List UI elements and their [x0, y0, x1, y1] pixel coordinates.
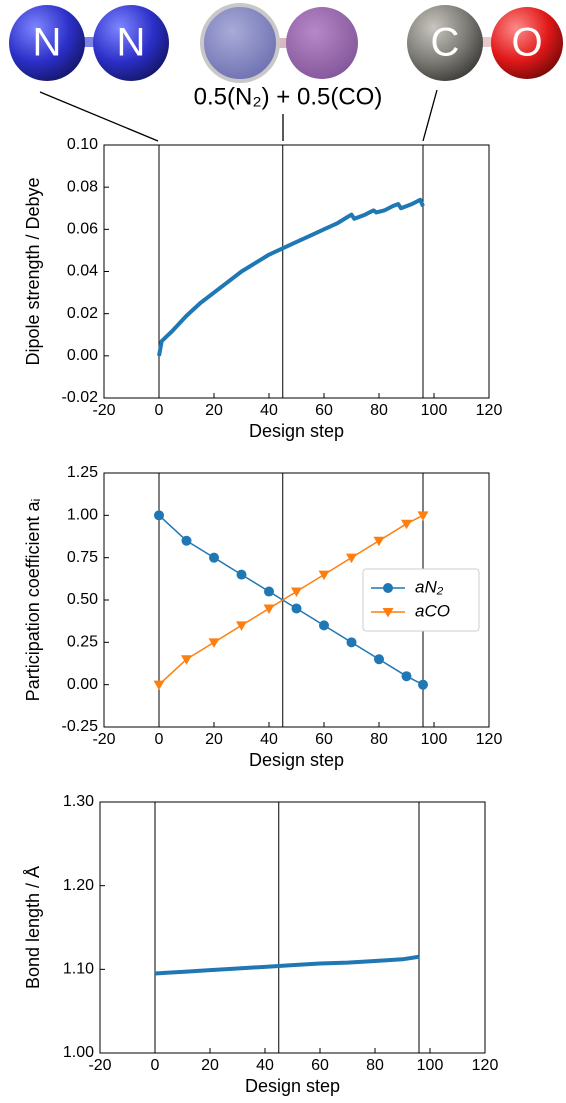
x-tick-label: 40	[256, 1057, 274, 1074]
y-tick-label: 1.00	[67, 507, 98, 524]
y-axis-title: Participation coefficient aᵢ	[23, 499, 43, 702]
marker	[264, 604, 275, 614]
y-tick-label: 0.04	[67, 263, 98, 280]
data-line	[155, 957, 419, 974]
x-tick-label: -20	[92, 731, 115, 748]
x-tick-label: 120	[472, 1057, 499, 1074]
x-tick-label: 60	[315, 731, 333, 748]
x-tick-label: 20	[201, 1057, 219, 1074]
connector	[40, 92, 158, 141]
x-tick-label: 80	[370, 402, 388, 419]
x-tick-label: 0	[155, 731, 164, 748]
x-tick-label: 100	[417, 1057, 444, 1074]
marker	[292, 603, 302, 613]
marker	[347, 637, 357, 647]
marker	[319, 620, 329, 630]
x-tick-label: 20	[205, 731, 223, 748]
marker	[374, 654, 384, 664]
x-tick-label: 20	[205, 402, 223, 419]
atom-label: N	[33, 21, 62, 65]
marker	[401, 520, 412, 530]
marker	[346, 554, 357, 564]
marker	[182, 536, 192, 546]
y-tick-label: 0.02	[67, 305, 98, 322]
x-tick-label: 60	[311, 1057, 329, 1074]
marker	[209, 638, 220, 648]
legend-label: aN₂	[415, 577, 444, 596]
y-tick-label: 0.00	[67, 676, 98, 693]
y-tick-label: 0.08	[67, 178, 98, 195]
x-tick-label: 0	[155, 402, 164, 419]
x-tick-label: 40	[260, 402, 278, 419]
x-tick-label: 120	[476, 731, 503, 748]
y-tick-label: 1.10	[63, 961, 94, 978]
x-axis-title: Design step	[249, 750, 344, 770]
x-tick-label: 0	[151, 1057, 160, 1074]
y-axis-title: Bond length / Å	[23, 866, 43, 989]
marker	[236, 621, 247, 631]
marker	[154, 681, 165, 691]
y-tick-label: 0.06	[67, 221, 98, 238]
x-tick-label: 100	[421, 402, 448, 419]
x-tick-label: -20	[92, 402, 115, 419]
marker	[418, 680, 428, 690]
connector	[423, 90, 437, 141]
marker	[319, 571, 330, 581]
marker	[418, 511, 429, 520]
marker	[237, 570, 247, 580]
x-axis-title: Design step	[249, 421, 344, 441]
atom	[286, 7, 358, 79]
atom-label: C	[431, 21, 460, 65]
y-tick-label: 0.50	[67, 591, 98, 608]
marker	[154, 510, 164, 520]
annotation: 0.5(N₂) + 0.5(CO)	[194, 83, 383, 110]
x-tick-label: 100	[421, 731, 448, 748]
x-tick-label: 80	[370, 731, 388, 748]
y-tick-label: 1.25	[67, 464, 98, 481]
atom-label: N	[117, 21, 146, 65]
atom-label: O	[511, 21, 542, 65]
x-tick-label: 120	[476, 402, 503, 419]
marker	[291, 588, 302, 598]
y-tick-label: 0.75	[67, 549, 98, 566]
marker	[402, 671, 412, 681]
x-tick-label: 80	[366, 1057, 384, 1074]
data-line	[159, 200, 423, 356]
marker	[374, 537, 385, 547]
y-tick-label: 1.30	[63, 793, 94, 810]
x-tick-label: -20	[88, 1057, 111, 1074]
legend-marker	[383, 583, 393, 593]
y-tick-label: 0.00	[67, 347, 98, 364]
marker	[209, 553, 219, 563]
molecules: N N C O 0.5(N₂) + 0.5(CO)	[9, 5, 563, 141]
y-tick-label: 0.25	[67, 634, 98, 651]
legend-label: aCO	[415, 601, 450, 620]
y-tick-label: 0.10	[67, 136, 98, 153]
x-tick-label: 40	[260, 731, 278, 748]
x-tick-label: 60	[315, 402, 333, 419]
marker	[264, 587, 274, 597]
atom	[202, 5, 278, 81]
x-axis-title: Design step	[245, 1076, 340, 1096]
plot-frame	[104, 145, 489, 398]
plot-frame	[100, 802, 485, 1053]
figure: N N C O 0.5(N₂) + 0.5(CO) -0.020.000.020…	[0, 0, 566, 1103]
y-tick-label: 1.20	[63, 877, 94, 894]
y-axis-title: Dipole strength / Debye	[23, 177, 43, 365]
